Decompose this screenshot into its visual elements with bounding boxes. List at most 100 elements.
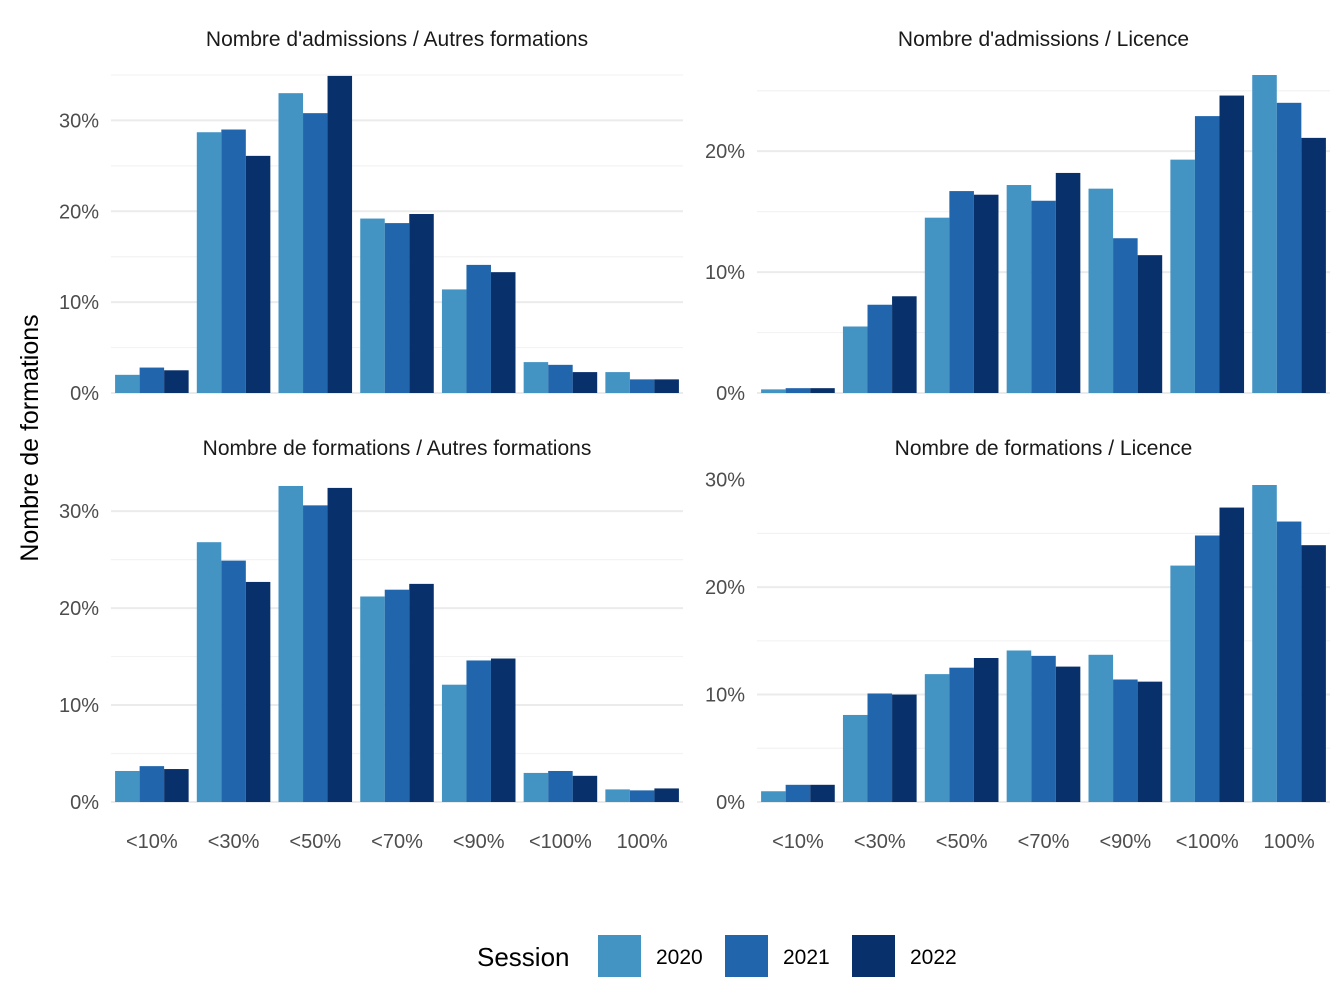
bar: [164, 370, 189, 393]
bar: [1031, 655, 1056, 802]
x-tick-label: 100%: [1263, 831, 1314, 853]
y-tick-label: 10%: [59, 292, 99, 314]
legend-title: Session: [477, 942, 570, 972]
bar: [221, 560, 246, 802]
legend-key: [725, 935, 768, 977]
y-tick-label: 30%: [59, 110, 99, 132]
bar: [810, 388, 835, 393]
bar: [629, 790, 655, 802]
bar: [139, 766, 165, 802]
panel-title: Nombre de formations / Autres formations: [203, 437, 592, 460]
facet-panel: Nombre d'admissions / Licence 0% 10% 20%: [705, 28, 1330, 405]
bar: [654, 379, 679, 393]
bar: [360, 218, 385, 393]
y-axis-title: Nombre de formations: [16, 314, 44, 561]
bar: [1276, 102, 1302, 394]
bar: [303, 113, 328, 393]
bar: [1006, 185, 1032, 393]
y-tick-label: 0%: [70, 792, 99, 814]
bar: [1301, 137, 1326, 393]
x-tick-label: <100%: [1176, 831, 1239, 853]
bar: [115, 770, 140, 802]
y-tick-label: 10%: [59, 695, 99, 717]
bar: [327, 75, 353, 393]
bar: [1252, 485, 1277, 802]
bar: [441, 289, 467, 393]
bar: [924, 217, 950, 393]
y-tick-label: 30%: [59, 501, 99, 523]
bar: [842, 326, 868, 393]
y-tick-label: 0%: [716, 792, 745, 814]
bar: [548, 770, 573, 802]
bar: [523, 362, 549, 393]
bar: [892, 296, 917, 393]
bar: [139, 367, 165, 393]
bar: [1137, 255, 1163, 393]
bar: [973, 194, 999, 393]
legend-key: [598, 935, 641, 977]
bar: [605, 372, 630, 393]
x-tick-label: <10%: [126, 831, 178, 853]
bar: [1055, 172, 1081, 393]
bar: [924, 674, 950, 802]
bar: [867, 693, 893, 802]
x-tick-label: <30%: [854, 831, 906, 853]
bar: [1055, 666, 1081, 802]
bar: [973, 658, 999, 802]
bar: [1301, 545, 1326, 802]
bar: [303, 505, 328, 802]
facet-panels: Nombre d'admissions / Autres formations 0…: [59, 28, 1330, 853]
bar: [490, 658, 516, 802]
bar: [1113, 238, 1138, 393]
y-tick-label: 10%: [705, 685, 745, 707]
bar: [761, 389, 786, 393]
y-tick-label: 30%: [705, 470, 745, 492]
bar: [572, 775, 598, 802]
bar: [384, 223, 410, 393]
bar: [1088, 188, 1114, 393]
legend-key: [852, 935, 895, 977]
bar: [1252, 75, 1277, 393]
x-tick-label: <50%: [936, 831, 988, 853]
bar: [842, 714, 868, 802]
panel-title: Nombre d'admissions / Autres formations: [206, 28, 588, 51]
bar: [892, 694, 917, 802]
bar: [867, 304, 893, 393]
bar: [245, 581, 271, 802]
bar: [1219, 95, 1245, 394]
bar: [441, 684, 467, 802]
bar: [761, 791, 786, 802]
bar: [949, 667, 974, 802]
bar: [327, 487, 353, 802]
y-tick-label: 0%: [716, 383, 745, 405]
bar: [1194, 535, 1220, 802]
facet-panel: Nombre d'admissions / Autres formations 0…: [59, 28, 683, 405]
bar: [572, 372, 598, 393]
facet-panel: Nombre de formations / Autres formations…: [59, 437, 683, 853]
legend-label: 2020: [656, 946, 703, 969]
bar: [1031, 200, 1056, 393]
bar: [1170, 159, 1195, 393]
bar: [466, 264, 491, 393]
bar: [196, 132, 222, 394]
bar: [409, 214, 434, 393]
bar: [629, 379, 655, 393]
bar: [654, 788, 679, 802]
bar: [785, 388, 811, 393]
bar: [278, 485, 304, 802]
legend: Session 2020 2021 2022: [477, 935, 957, 977]
bar: [810, 784, 835, 802]
bar: [1113, 679, 1138, 802]
y-tick-label: 20%: [705, 141, 745, 163]
y-tick-label: 0%: [70, 383, 99, 405]
bar: [785, 784, 811, 802]
legend-label: 2022: [910, 946, 957, 969]
bar: [1219, 507, 1245, 802]
x-tick-label: 100%: [617, 831, 668, 853]
bar: [196, 542, 222, 802]
y-tick-label: 20%: [705, 577, 745, 599]
panel-title: Nombre de formations / Licence: [895, 437, 1193, 460]
facet-panel: Nombre de formations / Licence 0% 10% 20% 30…: [705, 437, 1330, 853]
bar: [466, 660, 491, 802]
